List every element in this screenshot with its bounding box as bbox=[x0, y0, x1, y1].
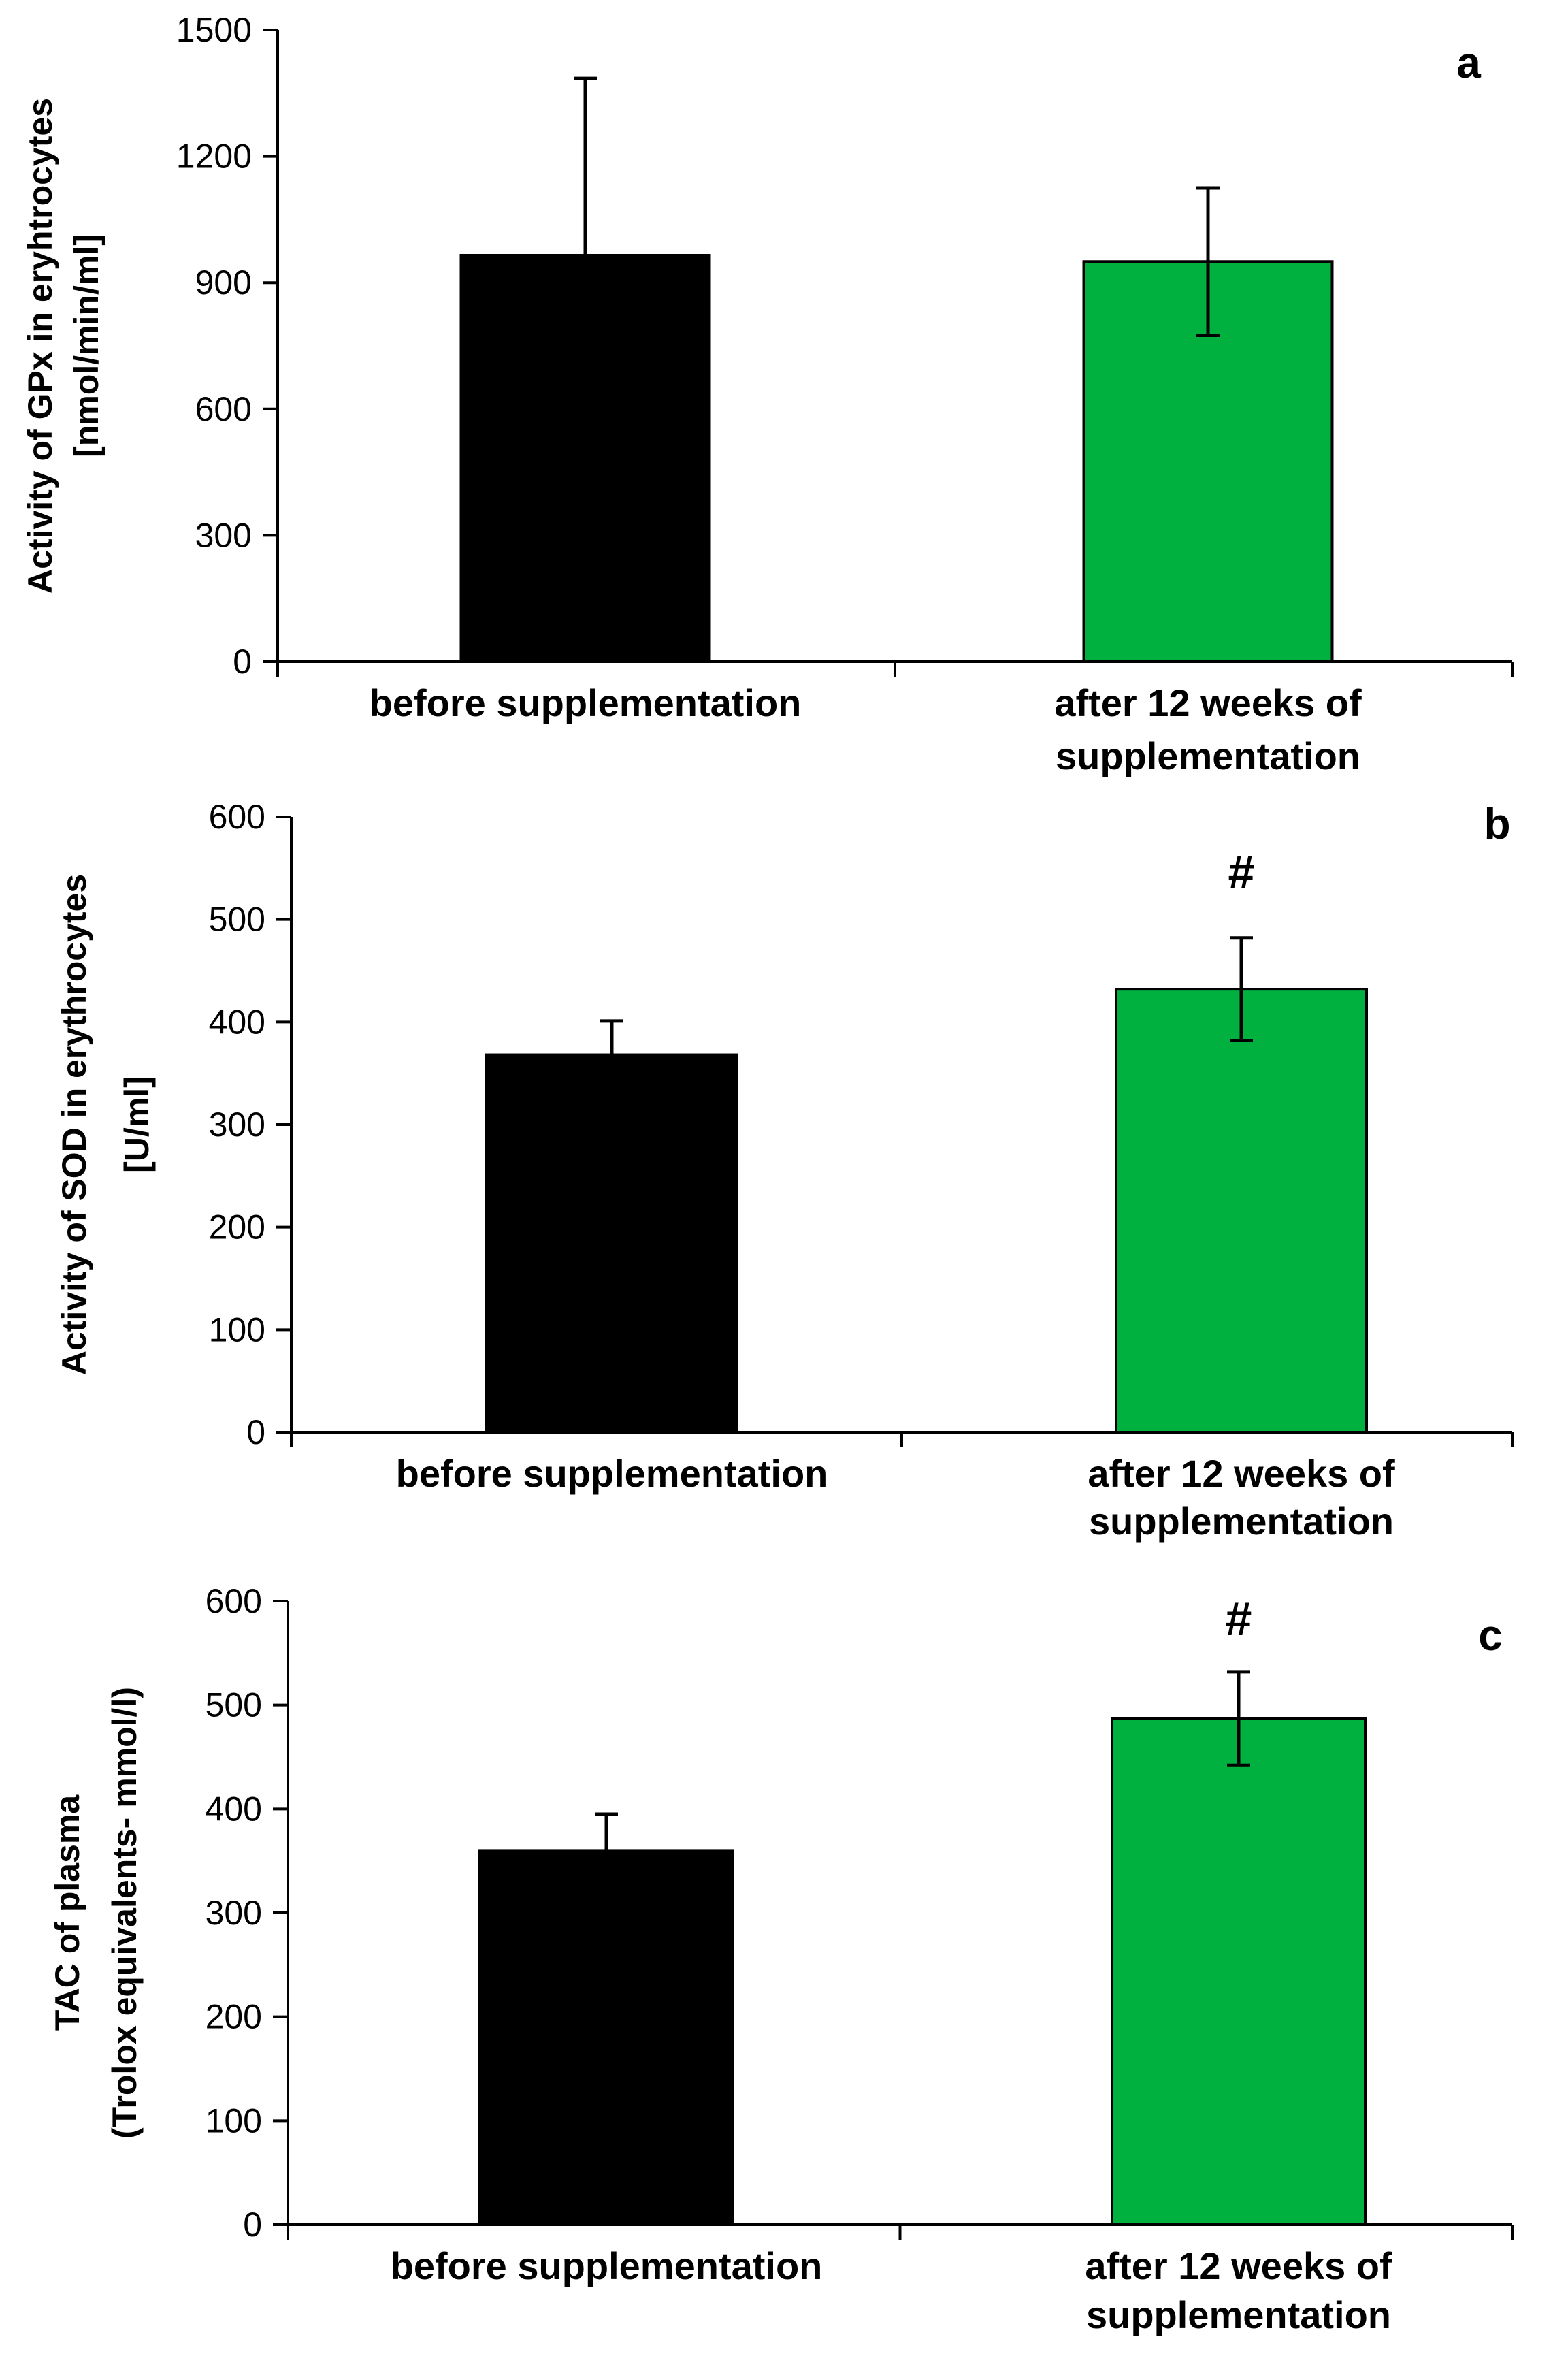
y-tick-label-c-200: 200 bbox=[206, 1998, 262, 2036]
category-label-c-2-line-2: supplementation bbox=[1086, 2293, 1391, 2336]
y-axis-title-c-line-1: TAC of plasma bbox=[48, 1794, 86, 2031]
y-axis-title-a-line-2: [nmol/min/ml] bbox=[67, 234, 105, 457]
y-axis-title-b-line-2: [U/ml] bbox=[118, 1076, 156, 1173]
chart-panel-c: 0 100 200 300 400 500 600 before supplementatio… bbox=[48, 1582, 1514, 2336]
category-label-c-1: before supplementation bbox=[391, 2244, 823, 2287]
y-tick-label-b-500: 500 bbox=[209, 901, 265, 939]
y-tick-label-a-1200: 1200 bbox=[176, 138, 252, 176]
y-tick-label-a-0: 0 bbox=[233, 643, 252, 681]
panel-label-b: b bbox=[1484, 799, 1510, 848]
y-tick-label-b-400: 400 bbox=[209, 1003, 265, 1041]
y-tick-label-b-600: 600 bbox=[209, 798, 265, 836]
y-tick-label-a-300: 300 bbox=[195, 516, 252, 554]
y-tick-label-b-200: 200 bbox=[209, 1208, 265, 1246]
category-label-c-2-line-1: after 12 weeks of bbox=[1085, 2244, 1392, 2287]
y-tick-label-c-0: 0 bbox=[243, 2206, 262, 2244]
y-tick-label-c-300: 300 bbox=[206, 1894, 262, 1932]
y-tick-label-b-300: 300 bbox=[209, 1106, 265, 1144]
bar-b-1 bbox=[485, 1053, 738, 1434]
y-tick-label-a-900: 900 bbox=[195, 263, 252, 302]
chart-panel-b: 0 100 200 300 400 500 600 before supplementatio… bbox=[55, 798, 1514, 1543]
y-tick-label-c-500: 500 bbox=[206, 1686, 262, 1724]
category-label-a-1: before supplementation bbox=[370, 681, 802, 724]
y-axis-title-c-line-2: (Trolox equivalents- mmol/l) bbox=[105, 1687, 144, 2139]
chart-panel-a: 0 300 600 900 1200 1500 before supplementation… bbox=[21, 11, 1514, 777]
y-tick-label-b-0: 0 bbox=[246, 1413, 265, 1451]
bar-c-2 bbox=[1111, 1717, 1367, 2227]
y-tick-label-b-100: 100 bbox=[209, 1310, 265, 1349]
significance-marker-b-2: # bbox=[1228, 845, 1255, 899]
panel-label-c: c bbox=[1478, 1611, 1503, 1660]
y-axis-title-b-line-1: Activity of SOD in erythrocytes bbox=[55, 874, 93, 1375]
bar-c-1 bbox=[478, 1849, 734, 2226]
y-tick-label-a-600: 600 bbox=[195, 390, 252, 428]
category-label-a-2-line-2: supplementation bbox=[1056, 735, 1360, 777]
y-axis-title-a-line-1: Activity of GPx in eryhtrocytes bbox=[21, 98, 59, 594]
y-tick-label-c-100: 100 bbox=[206, 2101, 262, 2140]
significance-marker-c-2: # bbox=[1226, 1592, 1252, 1645]
y-tick-label-c-400: 400 bbox=[206, 1790, 262, 1828]
category-label-a-2-line-1: after 12 weeks of bbox=[1054, 681, 1362, 724]
category-label-b-2-line-1: after 12 weeks of bbox=[1088, 1452, 1395, 1495]
bar-b-2 bbox=[1115, 988, 1368, 1434]
category-label-b-1: before supplementation bbox=[396, 1452, 828, 1495]
y-tick-label-a-1500: 1500 bbox=[176, 11, 252, 49]
category-label-b-2-line-2: supplementation bbox=[1089, 1500, 1394, 1543]
y-tick-label-c-600: 600 bbox=[206, 1582, 262, 1620]
panel-label-a: a bbox=[1456, 38, 1481, 87]
